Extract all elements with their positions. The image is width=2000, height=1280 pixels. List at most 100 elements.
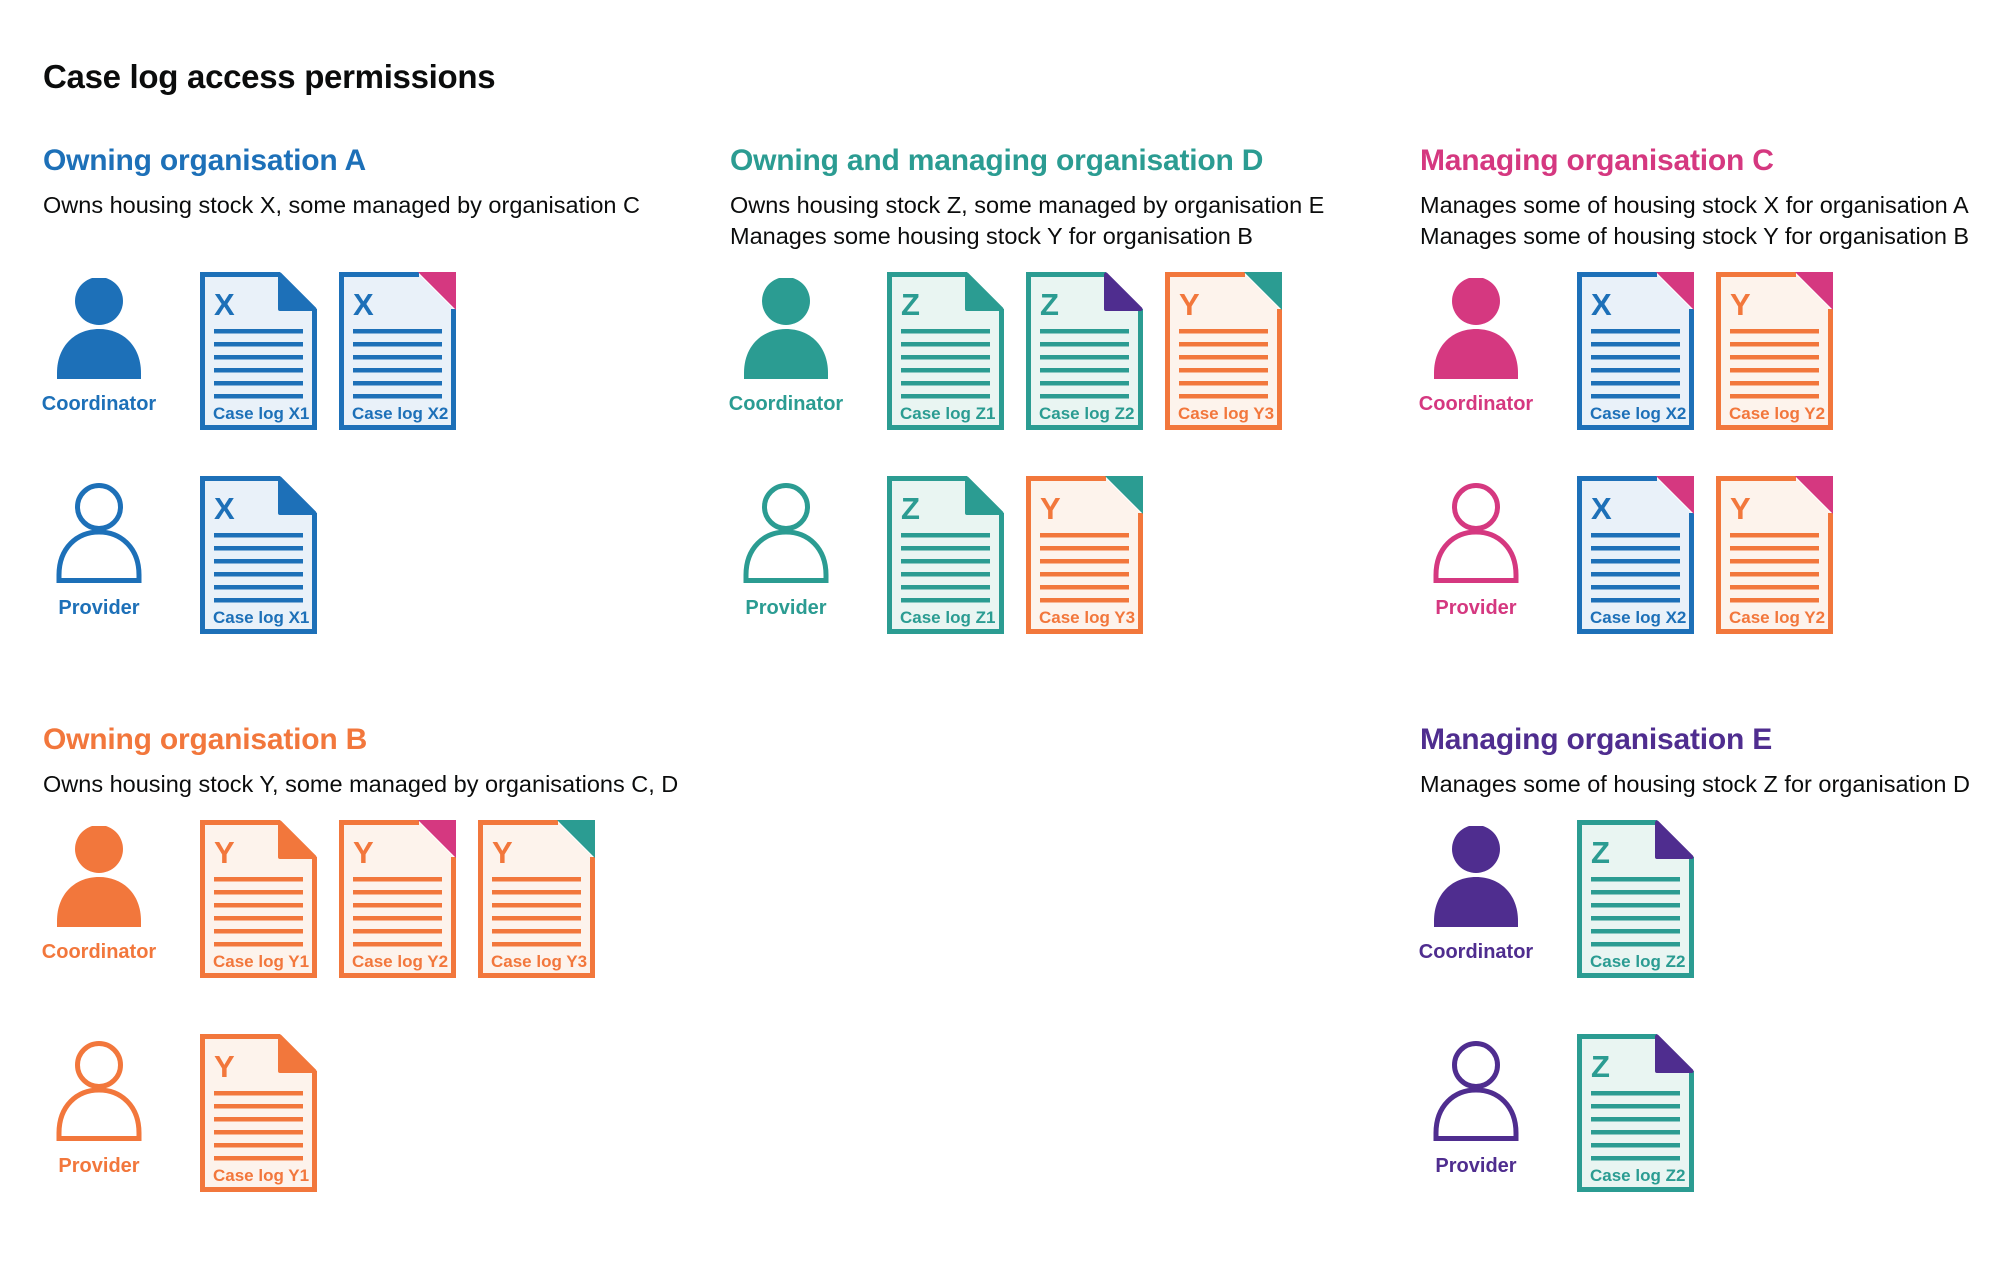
svg-text:X: X <box>1591 287 1612 322</box>
organisation-description-line: Manages some of housing stock Z for orga… <box>1420 771 1970 797</box>
coordinator-row: Coordinator X Case log X1 X Case log X2 <box>41 272 456 430</box>
provider-person-block: Provider <box>1420 476 1577 620</box>
svg-text:Z: Z <box>901 491 920 526</box>
svg-text:Case log Z2: Case log Z2 <box>1590 1166 1685 1185</box>
provider-row: Provider Z Case log Z2 <box>1420 1034 1694 1192</box>
coordinator-case-log-documents: X Case log X1 X Case log X2 <box>200 272 456 430</box>
provider-person-block: Provider <box>43 1034 200 1178</box>
svg-text:Case log Y1: Case log Y1 <box>213 1166 309 1185</box>
case-log-document-icon: Z Case log Z2 <box>1577 820 1694 978</box>
case-log-document-icon: Y Case log Y2 <box>1716 272 1833 430</box>
svg-text:Y: Y <box>353 835 374 870</box>
organisation-description-line: Owns housing stock Z, some managed by or… <box>730 192 1325 218</box>
svg-text:X: X <box>214 287 235 322</box>
organisation-heading: Managing organisation E <box>1420 723 1773 756</box>
provider-row: Provider X Case log X1 <box>43 476 317 634</box>
provider-label: Provider <box>745 597 827 619</box>
svg-text:Case log Z1: Case log Z1 <box>900 608 995 627</box>
coordinator-row: Coordinator Z Case log Z1 Z Case log Z2 Y Case… <box>729 272 1282 430</box>
provider-person-icon <box>1433 482 1519 583</box>
case-log-document-icon: Y Case log Y2 <box>1716 476 1833 634</box>
coordinator-case-log-documents: X Case log X2 Y Case log Y2 <box>1577 272 1833 430</box>
organisation-heading: Owning organisation A <box>43 144 367 177</box>
provider-person-block: Provider <box>730 476 887 620</box>
svg-text:Case log Z2: Case log Z2 <box>1590 952 1685 971</box>
coordinator-person-icon <box>56 825 142 927</box>
case-log-document-icon: Y Case log Y3 <box>478 820 595 978</box>
case-log-document-icon: X Case log X2 <box>1577 272 1694 430</box>
coordinator-label: Coordinator <box>1418 393 1534 415</box>
organisation-description: Manages some of housing stock X for orga… <box>1420 190 2000 252</box>
svg-text:Y: Y <box>214 835 235 870</box>
svg-text:Case log Y2: Case log Y2 <box>352 952 448 971</box>
svg-text:Case log X2: Case log X2 <box>352 404 448 423</box>
provider-row: Provider Z Case log Z1 Y Case log Y3 <box>730 476 1143 634</box>
coordinator-row: Coordinator Z Case log Z2 <box>1418 820 1694 978</box>
svg-text:Case log Y3: Case log Y3 <box>491 952 587 971</box>
organisation-description: Owns housing stock Z, some managed by or… <box>730 190 1330 252</box>
svg-text:Y: Y <box>1730 287 1751 322</box>
provider-person-icon <box>56 482 142 583</box>
coordinator-person-icon <box>56 277 142 379</box>
svg-text:Y: Y <box>214 1049 235 1084</box>
organisation-section-E: Managing organisation E Manages some of h… <box>1419 722 2000 1192</box>
provider-case-log-documents: Y Case log Y1 <box>200 1034 317 1192</box>
coordinator-person-icon <box>743 277 829 379</box>
svg-text:Case log Z2: Case log Z2 <box>1039 404 1134 423</box>
coordinator-case-log-documents: Z Case log Z2 <box>1577 820 1694 978</box>
provider-person-icon <box>56 1040 142 1141</box>
coordinator-row: Coordinator X Case log X2 Y Case log Y2 <box>1418 272 1833 430</box>
svg-text:Y: Y <box>1040 491 1061 526</box>
coordinator-label: Coordinator <box>1418 941 1534 963</box>
organisation-description-line: Manages some housing stock Y for organis… <box>730 223 1253 249</box>
organisation-description: Owns housing stock Y, some managed by or… <box>43 769 678 800</box>
provider-label: Provider <box>1435 1155 1517 1177</box>
case-log-document-icon: X Case log X1 <box>200 476 317 634</box>
organisation-description-line: Manages some of housing stock Y for orga… <box>1420 223 1970 249</box>
provider-person-icon <box>743 482 829 583</box>
provider-case-log-documents: X Case log X1 <box>200 476 317 634</box>
svg-text:Y: Y <box>1730 491 1751 526</box>
svg-text:Z: Z <box>901 287 920 322</box>
case-log-document-icon: Y Case log Y1 <box>200 1034 317 1192</box>
organisation-section-B: Owning organisation B Owns housing stock … <box>42 722 678 1192</box>
provider-case-log-documents: Z Case log Z2 <box>1577 1034 1694 1192</box>
case-log-document-icon: Z Case log Z1 <box>887 272 1004 430</box>
coordinator-person-block: Coordinator <box>729 272 887 416</box>
organisation-section-C: Managing organisation C Manages some of h… <box>1419 143 2000 634</box>
case-log-document-icon: Y Case log Y2 <box>339 820 456 978</box>
case-log-document-icon: Z Case log Z1 <box>887 476 1004 634</box>
coordinator-label: Coordinator <box>41 393 157 415</box>
case-log-document-icon: X Case log X2 <box>339 272 456 430</box>
svg-text:Y: Y <box>1179 287 1200 322</box>
provider-row: Provider Y Case log Y1 <box>43 1034 317 1192</box>
organisation-description: Owns housing stock X, some managed by or… <box>43 190 643 221</box>
organisation-heading: Owning organisation B <box>43 723 368 756</box>
organisation-description: Manages some of housing stock Z for orga… <box>1420 769 2000 800</box>
case-log-document-icon: Y Case log Y1 <box>200 820 317 978</box>
svg-text:Z: Z <box>1591 1049 1610 1084</box>
svg-text:Case log X2: Case log X2 <box>1590 608 1686 627</box>
coordinator-person-block: Coordinator <box>41 272 200 416</box>
provider-case-log-documents: X Case log X2 Y Case log Y2 <box>1577 476 1833 634</box>
provider-person-block: Provider <box>43 476 200 620</box>
svg-text:X: X <box>353 287 374 322</box>
svg-text:Case log Z1: Case log Z1 <box>900 404 995 423</box>
page-title: Case log access permissions <box>43 58 496 96</box>
svg-text:Case log X1: Case log X1 <box>213 404 309 423</box>
svg-text:Z: Z <box>1591 835 1610 870</box>
svg-text:Case log Y2: Case log Y2 <box>1729 404 1825 423</box>
provider-label: Provider <box>58 597 140 619</box>
coordinator-row: Coordinator Y Case log Y1 Y Case log Y2 Y Case… <box>41 820 595 978</box>
organisation-description-line: Owns housing stock X, some managed by or… <box>43 192 640 218</box>
case-log-document-icon: Z Case log Z2 <box>1026 272 1143 430</box>
svg-text:X: X <box>1591 491 1612 526</box>
coordinator-label: Coordinator <box>41 941 157 963</box>
provider-label: Provider <box>1435 597 1517 619</box>
organisation-heading: Managing organisation C <box>1420 144 1774 177</box>
svg-text:Case log X1: Case log X1 <box>213 608 309 627</box>
svg-text:Case log Y3: Case log Y3 <box>1039 608 1135 627</box>
organisation-section-D: Owning and managing organisation D Owns h… <box>729 143 1330 634</box>
provider-row: Provider X Case log X2 Y Case log Y2 <box>1420 476 1833 634</box>
